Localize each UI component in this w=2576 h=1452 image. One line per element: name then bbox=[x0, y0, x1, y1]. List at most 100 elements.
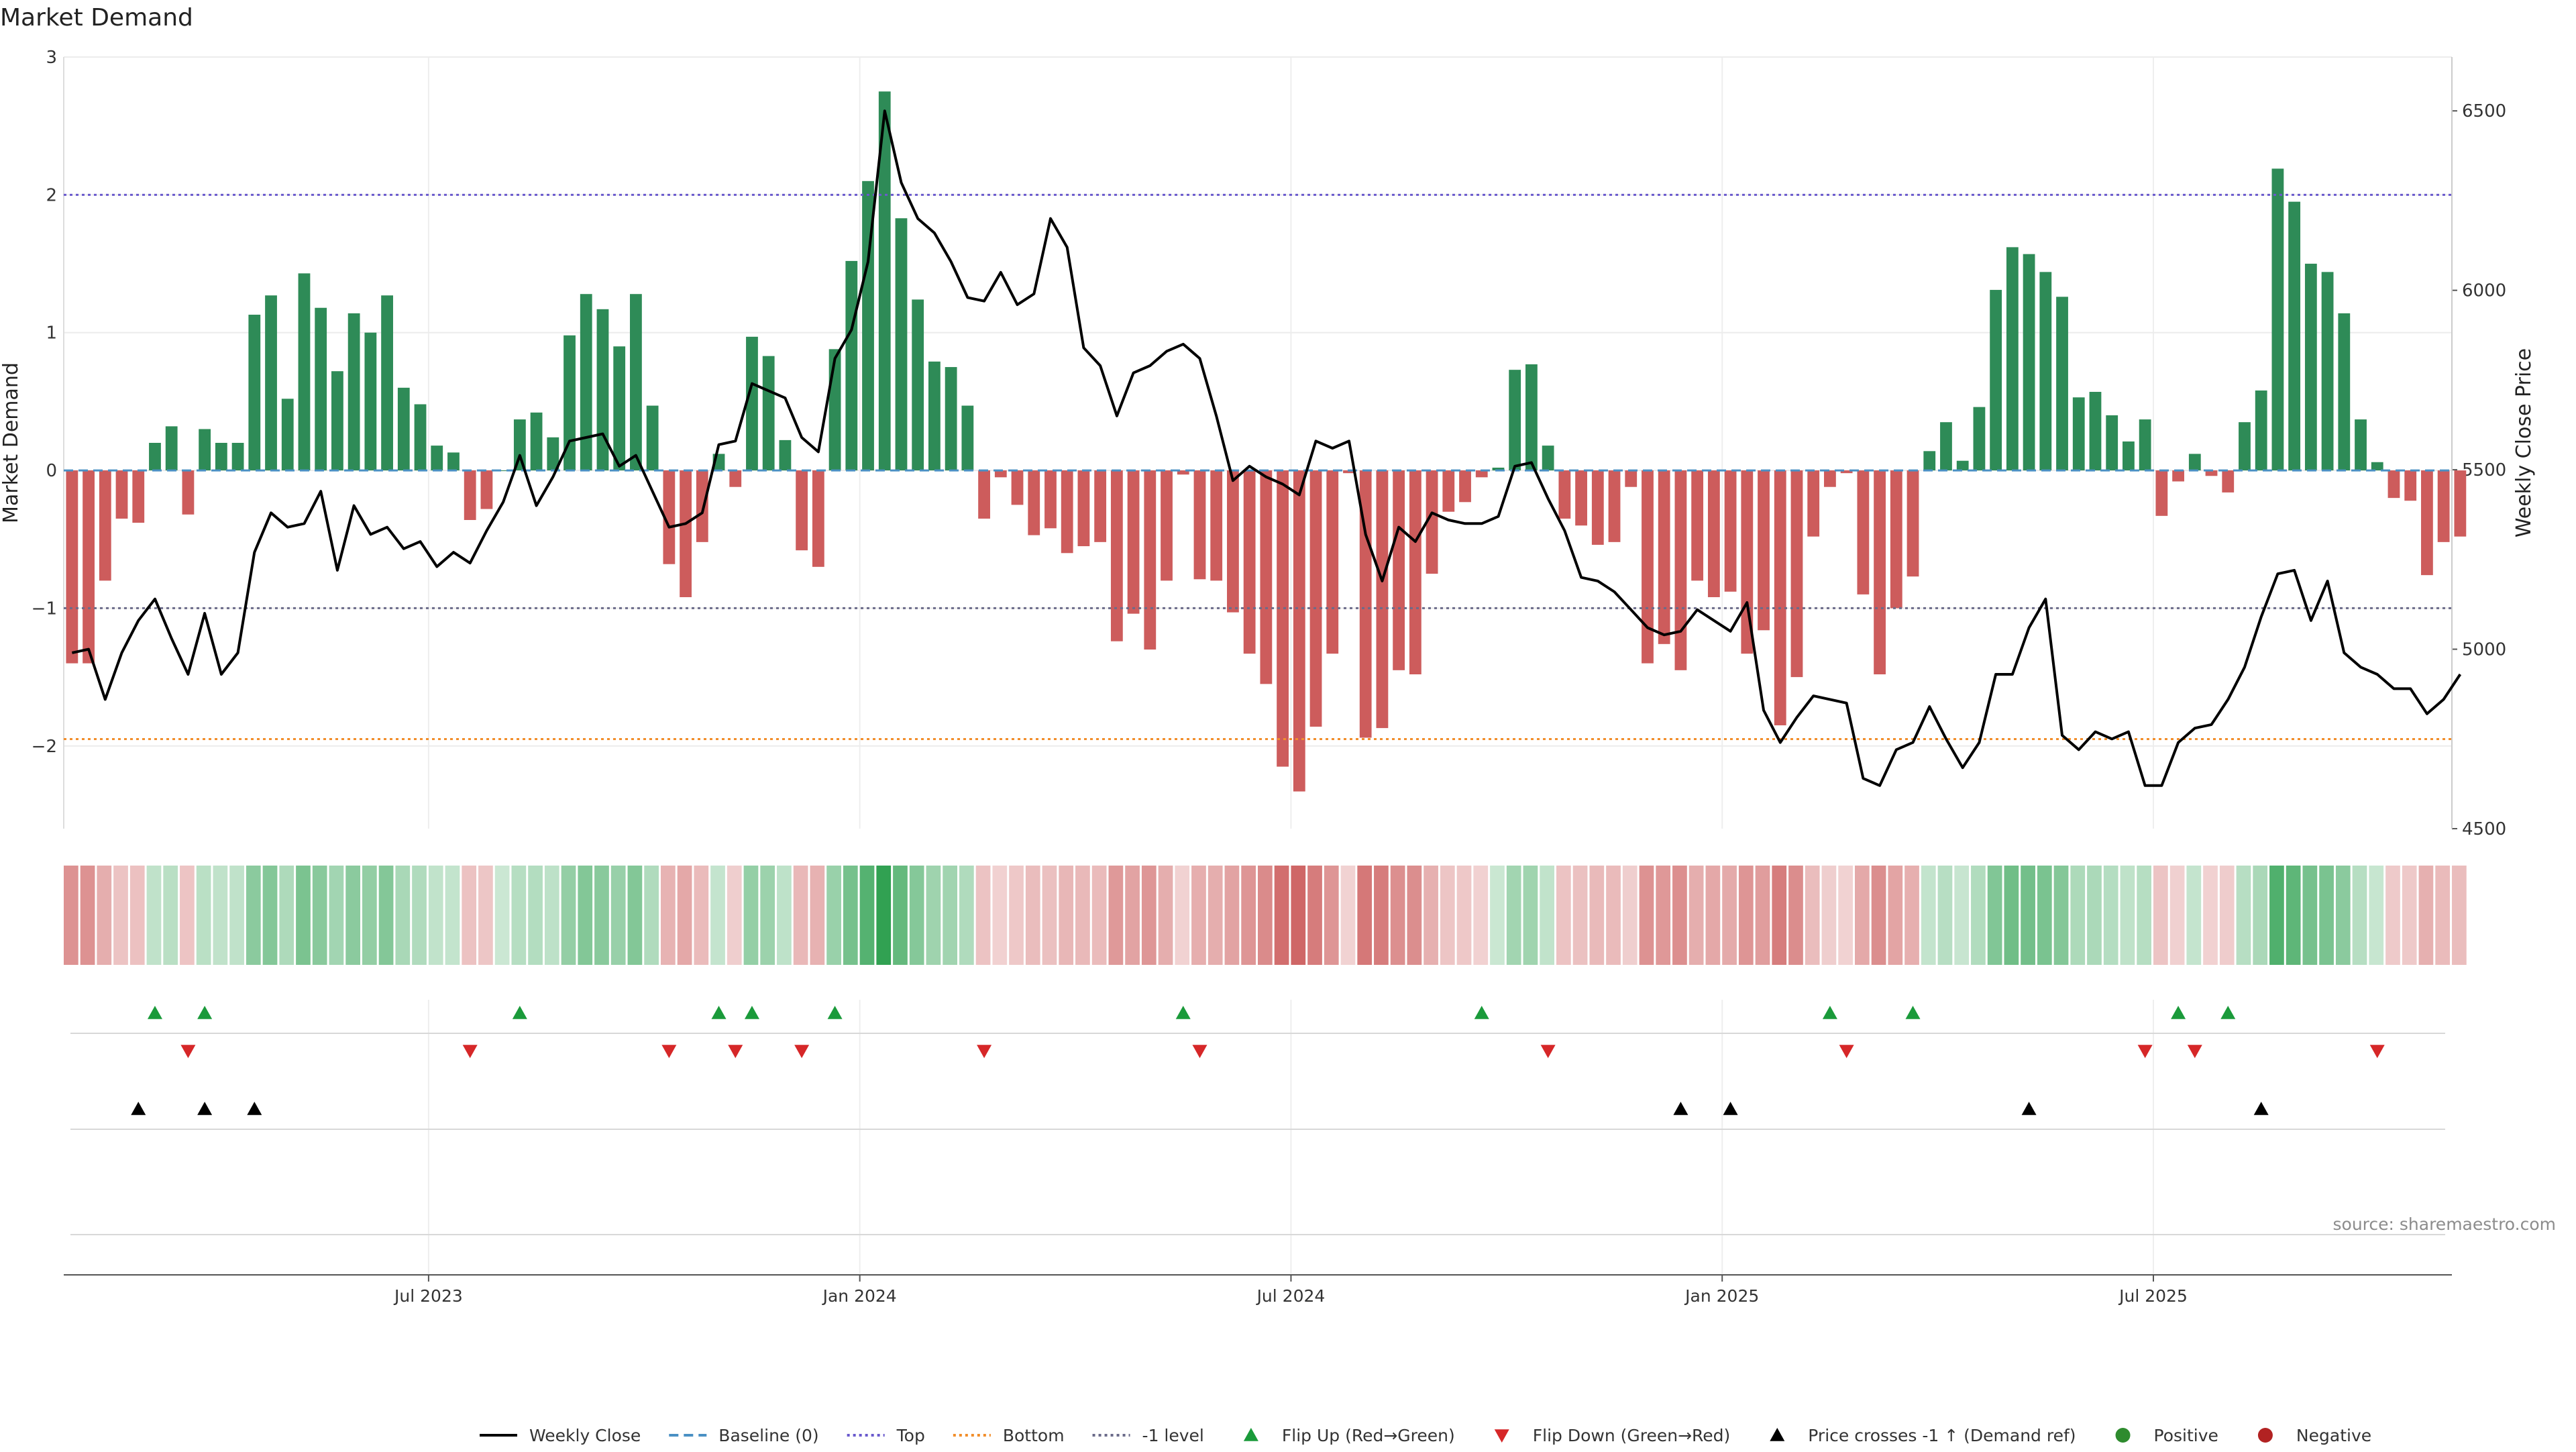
demand-bar bbox=[1774, 470, 1786, 725]
demand-bar bbox=[215, 443, 227, 471]
heat-cell bbox=[1108, 866, 1124, 965]
y-tick-label-left: 1 bbox=[46, 323, 57, 344]
heat-cell bbox=[1921, 866, 1936, 965]
demand-bar bbox=[149, 443, 161, 471]
heat-cell bbox=[180, 866, 195, 965]
heat-cell bbox=[1589, 866, 1605, 965]
demand-bar bbox=[1376, 470, 1389, 729]
heat-cell bbox=[296, 866, 311, 965]
demand-bar bbox=[2239, 422, 2251, 471]
demand-bar bbox=[895, 218, 908, 471]
demand-bar bbox=[2271, 168, 2284, 471]
heat-cell bbox=[2070, 866, 2086, 965]
demand-bar bbox=[1625, 470, 1638, 487]
demand-bar bbox=[2288, 201, 2301, 471]
heat-cell bbox=[578, 866, 593, 965]
flip-down-marker bbox=[462, 1045, 478, 1058]
heat-cell bbox=[1871, 866, 1886, 965]
legend-marker-price-cross bbox=[1770, 1428, 1785, 1441]
heat-cell bbox=[2137, 866, 2151, 965]
heat-cell bbox=[2203, 866, 2218, 965]
y-tick-label-left: 0 bbox=[46, 461, 57, 481]
demand-bar bbox=[1326, 470, 1339, 654]
heat-cell bbox=[975, 866, 991, 965]
demand-bar bbox=[2222, 470, 2235, 492]
heat-cell bbox=[2369, 866, 2384, 965]
price-cross-marker bbox=[2253, 1102, 2269, 1115]
heat-cell bbox=[1141, 866, 1157, 965]
flip-up-marker bbox=[1905, 1006, 1921, 1019]
price-cross-marker bbox=[1723, 1102, 1738, 1115]
price-cross-marker bbox=[197, 1102, 213, 1115]
heat-cell bbox=[992, 866, 1008, 965]
heat-cell bbox=[1424, 866, 1438, 965]
demand-bar bbox=[2172, 470, 2184, 482]
heat-cell bbox=[1440, 866, 1455, 965]
demand-bar bbox=[347, 313, 360, 471]
heat-cell bbox=[97, 866, 112, 965]
heat-cell bbox=[2186, 866, 2202, 965]
heat-cell bbox=[345, 866, 360, 965]
heat-cell bbox=[64, 866, 78, 965]
heat-cell bbox=[1390, 866, 1405, 965]
demand-bar bbox=[1973, 407, 1986, 471]
heat-cell bbox=[428, 866, 443, 965]
heat-cell bbox=[544, 866, 559, 965]
demand-bar bbox=[414, 404, 427, 471]
heat-cell bbox=[1656, 866, 1671, 965]
x-tick-label: Jan 2024 bbox=[822, 1286, 897, 1306]
demand-bar bbox=[862, 180, 874, 471]
heat-cell bbox=[1572, 866, 1588, 965]
demand-bar bbox=[265, 295, 277, 471]
demand-bar bbox=[2106, 415, 2118, 471]
price-cross-marker bbox=[1673, 1102, 1688, 1115]
heat-cell bbox=[412, 866, 427, 965]
demand-bar bbox=[132, 470, 145, 523]
heat-cell bbox=[1738, 866, 1754, 965]
heat-cell bbox=[2253, 866, 2268, 965]
demand-bar bbox=[1243, 470, 1256, 654]
demand-bar bbox=[696, 470, 708, 542]
demand-bar bbox=[564, 335, 576, 471]
flip-up-marker bbox=[2171, 1006, 2186, 1019]
x-tick-label: Jul 2024 bbox=[1256, 1286, 1326, 1306]
source-note: source: sharemaestro.com bbox=[2332, 1214, 2557, 1234]
demand-bar bbox=[83, 470, 95, 664]
heat-cell bbox=[1523, 866, 1538, 965]
flip-down-marker bbox=[661, 1045, 677, 1058]
heat-cell bbox=[196, 866, 211, 965]
flip-up-marker bbox=[1474, 1006, 1489, 1019]
demand-bar bbox=[2437, 470, 2450, 542]
demand-bar bbox=[812, 470, 824, 567]
heat-cell bbox=[1175, 866, 1190, 965]
demand-bar bbox=[2421, 470, 2433, 576]
heat-cell bbox=[909, 866, 924, 965]
demand-bar bbox=[165, 426, 178, 471]
demand-bar bbox=[912, 299, 924, 471]
flip-up-marker bbox=[147, 1006, 162, 1019]
demand-bar bbox=[1011, 470, 1024, 505]
heat-cell bbox=[1540, 866, 1554, 965]
demand-bar bbox=[1642, 470, 1654, 664]
demand-bar bbox=[1923, 451, 1936, 471]
flip-down-marker bbox=[2137, 1045, 2153, 1058]
demand-bar bbox=[828, 349, 841, 471]
heat-cell bbox=[1224, 866, 1240, 965]
demand-bar bbox=[1575, 470, 1587, 526]
demand-bar bbox=[447, 452, 460, 471]
legend-label: -1 level bbox=[1142, 1426, 1204, 1445]
demand-bar bbox=[928, 361, 941, 471]
demand-bar bbox=[1028, 470, 1040, 535]
heat-cell bbox=[1606, 866, 1621, 965]
heat-cell bbox=[2319, 866, 2334, 965]
flip-up-marker bbox=[711, 1006, 727, 1019]
heat-cell bbox=[1855, 866, 1870, 965]
heat-cell bbox=[2418, 866, 2434, 965]
demand-bar bbox=[1857, 470, 1870, 594]
demand-bar bbox=[1542, 446, 1554, 471]
demand-bar bbox=[248, 315, 261, 471]
demand-bar bbox=[961, 405, 974, 471]
demand-bar bbox=[199, 429, 211, 471]
